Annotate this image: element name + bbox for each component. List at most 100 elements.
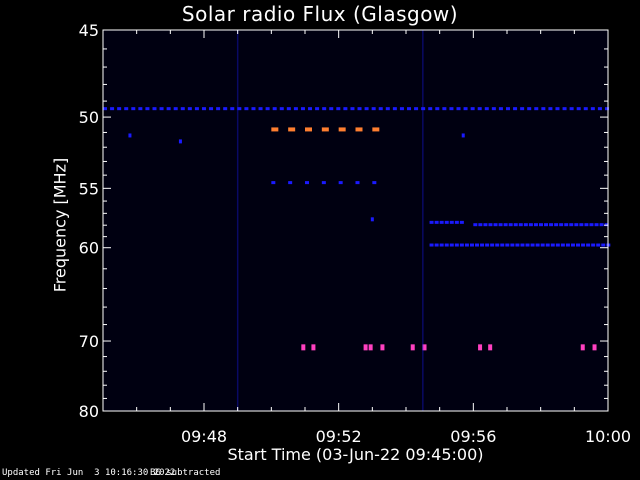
dash-segment — [435, 107, 440, 111]
dash-segment — [429, 220, 434, 224]
dash-segment — [187, 107, 192, 111]
signal-blip — [178, 139, 182, 144]
dash-segment — [510, 243, 515, 247]
emission-dot — [580, 344, 585, 351]
dash-segment — [414, 107, 419, 111]
dash-segment — [555, 107, 560, 111]
dash-segment — [355, 127, 363, 132]
dash-segment — [544, 223, 549, 227]
dash-segment — [372, 181, 377, 185]
dash-segment — [495, 243, 500, 247]
emission-dot — [380, 344, 385, 351]
x-tick-label: 09:52 — [316, 427, 362, 446]
emission-dot — [478, 344, 483, 351]
dash-segment — [271, 181, 276, 185]
dash-segment — [194, 107, 199, 111]
dash-segment — [272, 107, 277, 111]
dash-segment — [159, 107, 164, 111]
dash-segment — [581, 243, 586, 247]
dash-segment — [590, 107, 595, 111]
dash-segment — [321, 181, 326, 185]
dash-segment — [180, 107, 185, 111]
emission-dot — [488, 344, 493, 351]
dash-segment — [469, 243, 474, 247]
dash-segment — [321, 127, 329, 132]
dash-segment — [173, 107, 178, 111]
dash-segment — [110, 107, 115, 111]
dash-segment — [216, 107, 221, 111]
dash-segment — [574, 223, 579, 227]
signal-blip — [461, 133, 465, 138]
dash-segment — [562, 107, 567, 111]
dash-segment — [534, 107, 539, 111]
dash-segment — [364, 107, 369, 111]
dash-segment — [385, 107, 390, 111]
dash-segment — [152, 107, 157, 111]
dash-segment — [244, 107, 249, 111]
dash-segment — [498, 107, 503, 111]
dash-segment — [288, 127, 296, 132]
dash-segment — [491, 107, 496, 111]
emission-dot — [422, 344, 427, 351]
dash-segment — [538, 223, 543, 227]
dash-segment — [583, 107, 588, 111]
dash-segment — [407, 107, 412, 111]
dash-segment — [540, 243, 545, 247]
emission-dot — [368, 344, 373, 351]
dash-segment — [237, 107, 242, 111]
dash-segment — [503, 223, 508, 227]
dash-segment — [357, 107, 362, 111]
dash-segment — [483, 223, 488, 227]
chart-title: Solar radio Flux (Glasgow) — [181, 2, 459, 26]
dash-segment — [444, 243, 449, 247]
dash-segment — [576, 107, 581, 111]
dash-segment — [505, 107, 510, 111]
dash-segment — [350, 107, 355, 111]
dash-segment — [530, 243, 535, 247]
dash-segment — [569, 223, 574, 227]
dash-segment — [541, 107, 546, 111]
dash-segment — [439, 243, 444, 247]
dash-segment — [166, 107, 171, 111]
emission-dot — [301, 344, 306, 351]
dash-segment — [549, 223, 554, 227]
y-tick-label: 55 — [79, 179, 99, 198]
dash-segment — [288, 181, 293, 185]
updated-timestamp: Updated Fri Jun 3 10:16:30 2022 — [2, 468, 176, 478]
dash-segment — [293, 107, 298, 111]
dash-segment — [498, 223, 503, 227]
dash-segment — [251, 107, 256, 111]
dash-segment — [124, 107, 129, 111]
dash-segment — [576, 243, 581, 247]
dash-segment — [570, 243, 575, 247]
dash-segment — [513, 223, 518, 227]
background-note: BG subtracted — [150, 468, 221, 478]
dash-segment — [305, 127, 312, 132]
dash-segment — [338, 181, 343, 185]
dash-segment — [201, 107, 206, 111]
dash-segment — [355, 181, 360, 185]
dash-segment — [378, 107, 383, 111]
dash-segment — [308, 107, 313, 111]
dash-segment — [591, 243, 596, 247]
dash-segment — [513, 107, 518, 111]
spectrogram-features — [103, 30, 611, 411]
dash-segment — [459, 243, 464, 247]
dash-segment — [586, 243, 591, 247]
dash-segment — [103, 107, 107, 111]
dash-segment — [463, 107, 468, 111]
dash-segment — [336, 107, 341, 111]
dash-segment — [442, 107, 447, 111]
dash-segment — [584, 223, 589, 227]
y-tick-label: 60 — [79, 239, 99, 258]
dash-segment — [520, 107, 525, 111]
dash-segment — [265, 107, 270, 111]
dash-segment — [372, 127, 380, 132]
emission-dot — [311, 344, 316, 351]
dash-segment — [601, 243, 606, 247]
dash-segment — [505, 243, 510, 247]
dash-segment — [599, 223, 604, 227]
dash-segment — [444, 220, 449, 224]
dash-segment — [589, 223, 594, 227]
